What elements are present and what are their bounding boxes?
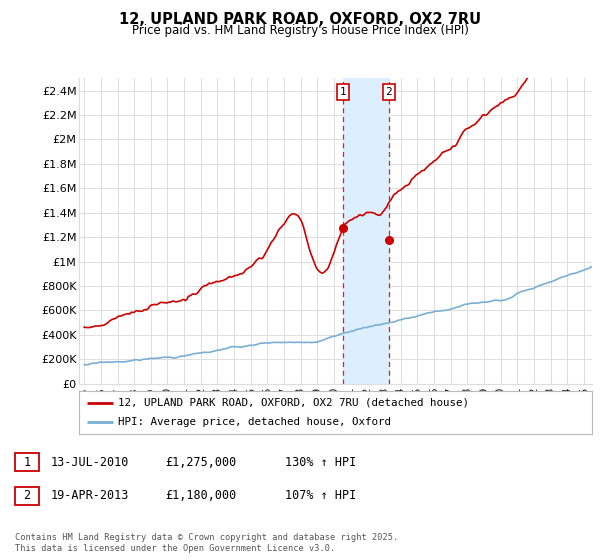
- Text: HPI: Average price, detached house, Oxford: HPI: Average price, detached house, Oxfo…: [118, 417, 391, 427]
- Text: 2: 2: [386, 87, 392, 97]
- Text: 19-APR-2013: 19-APR-2013: [51, 489, 130, 502]
- Text: 13-JUL-2010: 13-JUL-2010: [51, 455, 130, 469]
- Text: 12, UPLAND PARK ROAD, OXFORD, OX2 7RU (detached house): 12, UPLAND PARK ROAD, OXFORD, OX2 7RU (d…: [118, 398, 469, 408]
- Text: £1,180,000: £1,180,000: [165, 489, 236, 502]
- Text: 12, UPLAND PARK ROAD, OXFORD, OX2 7RU: 12, UPLAND PARK ROAD, OXFORD, OX2 7RU: [119, 12, 481, 27]
- Text: 130% ↑ HPI: 130% ↑ HPI: [285, 455, 356, 469]
- Text: Price paid vs. HM Land Registry's House Price Index (HPI): Price paid vs. HM Land Registry's House …: [131, 24, 469, 36]
- Text: 2: 2: [23, 489, 31, 502]
- Text: 1: 1: [23, 455, 31, 469]
- Text: £1,275,000: £1,275,000: [165, 455, 236, 469]
- Text: Contains HM Land Registry data © Crown copyright and database right 2025.
This d: Contains HM Land Registry data © Crown c…: [15, 533, 398, 553]
- Text: 107% ↑ HPI: 107% ↑ HPI: [285, 489, 356, 502]
- Text: 1: 1: [340, 87, 346, 97]
- Bar: [343, 78, 389, 384]
